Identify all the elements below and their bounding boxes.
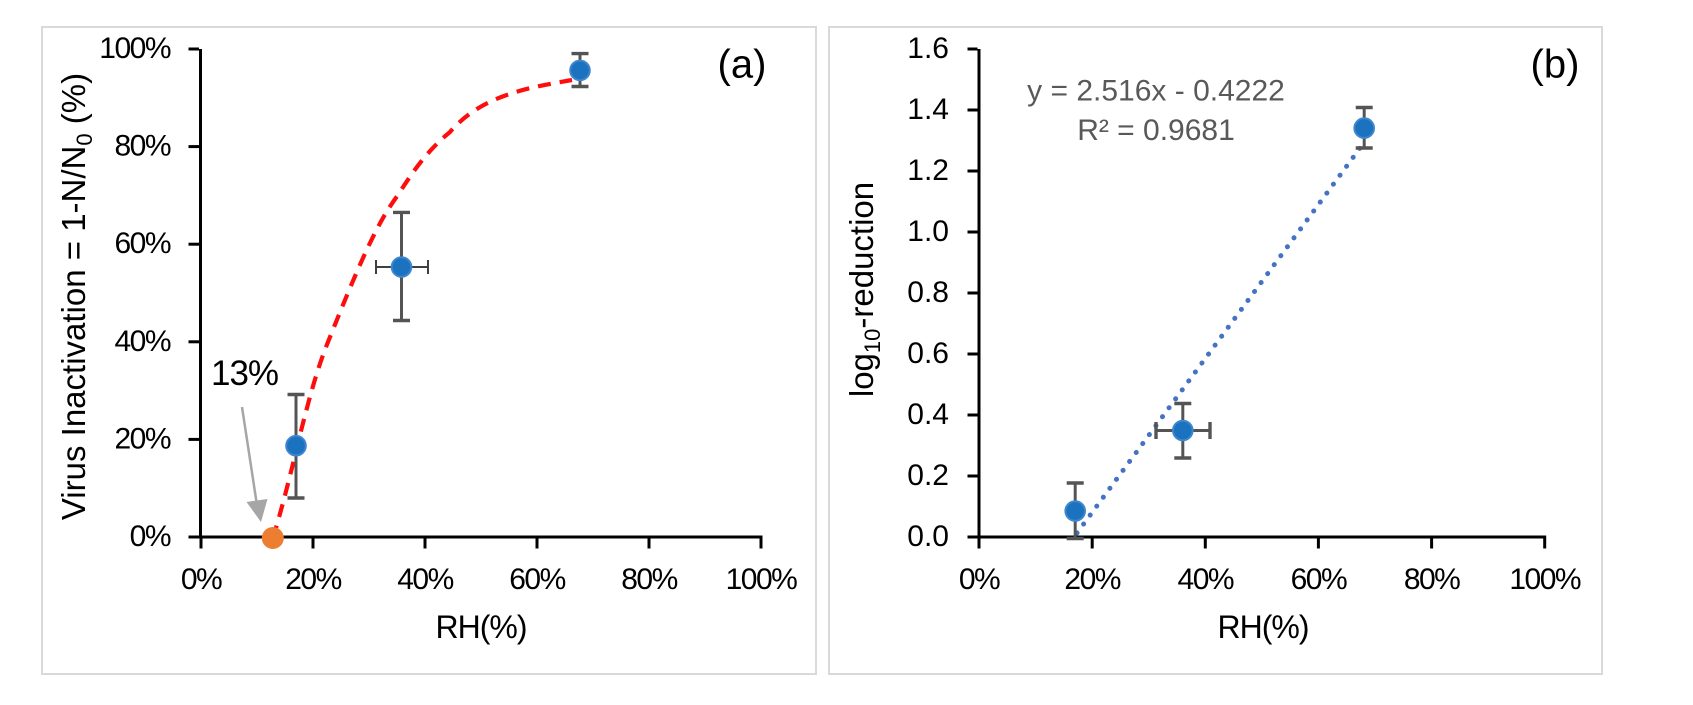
svg-text:60%: 60% <box>1291 563 1347 596</box>
svg-text:0%: 0% <box>130 520 171 553</box>
svg-text:100%: 100% <box>1509 563 1581 596</box>
svg-text:20%: 20% <box>1064 563 1120 596</box>
svg-text:1.0: 1.0 <box>907 215 949 248</box>
svg-text:0.6: 0.6 <box>907 337 949 370</box>
svg-text:log10-reduction: log10-reduction <box>843 182 885 397</box>
svg-text:R² = 0.9681: R² = 0.9681 <box>1077 114 1235 147</box>
svg-text:1.2: 1.2 <box>907 154 949 187</box>
svg-text:0%: 0% <box>959 563 1000 596</box>
svg-text:80%: 80% <box>114 130 170 163</box>
svg-text:1.6: 1.6 <box>907 32 949 65</box>
svg-text:80%: 80% <box>1404 563 1460 596</box>
svg-text:y = 2.516x - 0.4222: y = 2.516x - 0.4222 <box>1027 75 1285 108</box>
svg-text:1.4: 1.4 <box>907 93 949 126</box>
svg-text:Virus Inactivation = 1-N/N0 (%: Virus Inactivation = 1-N/N0 (%) <box>55 73 97 520</box>
svg-text:0.8: 0.8 <box>907 276 949 309</box>
svg-text:40%: 40% <box>397 563 453 596</box>
svg-text:RH(%): RH(%) <box>436 609 527 645</box>
svg-text:13%: 13% <box>211 354 278 393</box>
svg-text:40%: 40% <box>114 325 170 358</box>
svg-text:20%: 20% <box>114 422 170 455</box>
svg-text:100%: 100% <box>726 563 798 596</box>
svg-text:20%: 20% <box>285 563 341 596</box>
svg-text:0.0: 0.0 <box>907 520 949 553</box>
svg-text:60%: 60% <box>114 227 170 260</box>
svg-text:40%: 40% <box>1178 563 1234 596</box>
svg-text:0.2: 0.2 <box>907 459 949 492</box>
svg-text:100%: 100% <box>99 32 171 65</box>
svg-text:80%: 80% <box>621 563 677 596</box>
svg-text:RH(%): RH(%) <box>1218 609 1309 645</box>
svg-text:(a): (a) <box>718 43 767 87</box>
svg-text:60%: 60% <box>509 563 565 596</box>
svg-text:(b): (b) <box>1531 43 1580 87</box>
svg-text:0%: 0% <box>181 563 222 596</box>
svg-text:0.4: 0.4 <box>907 398 949 431</box>
